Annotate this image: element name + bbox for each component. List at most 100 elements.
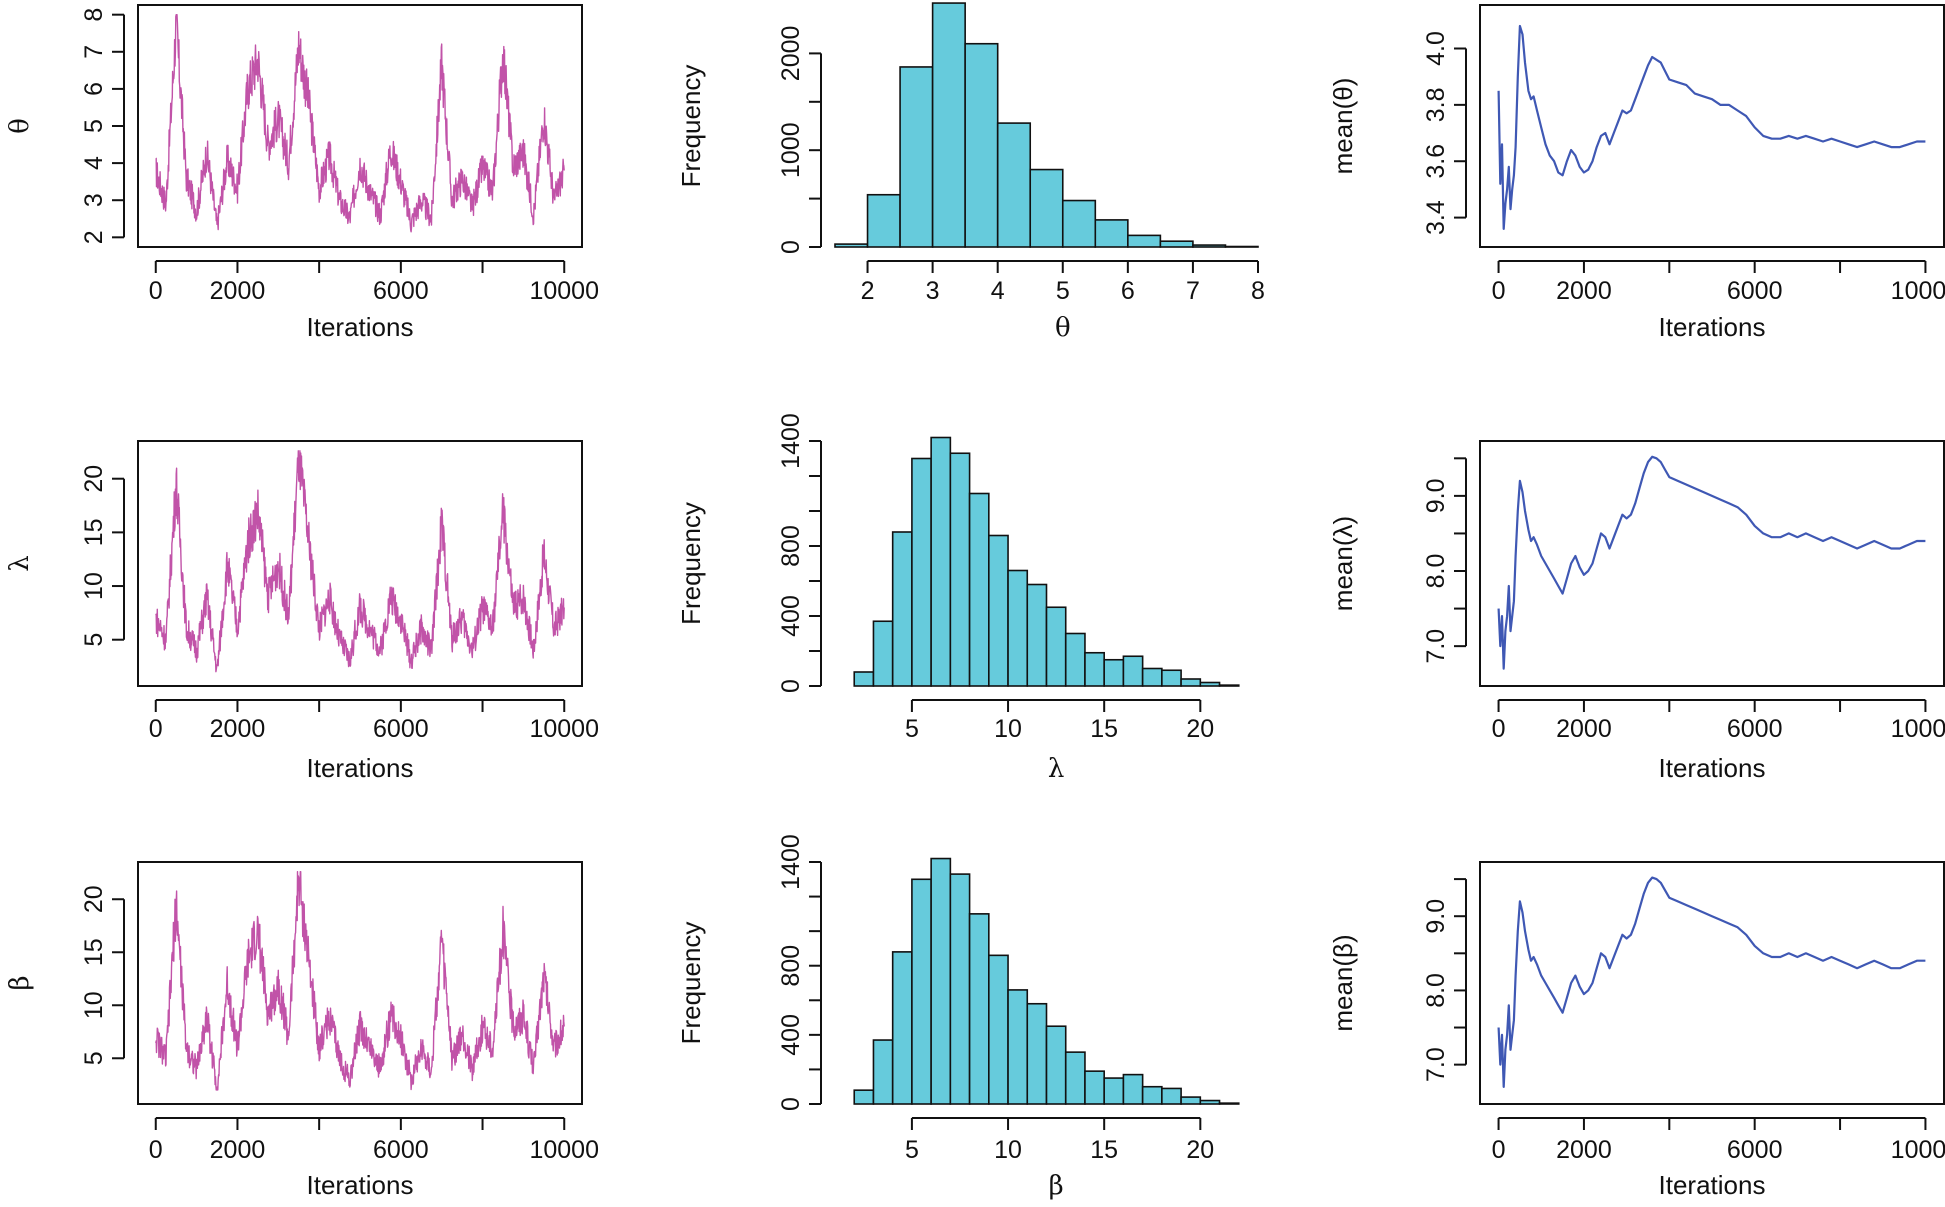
hist-lambda-bar [1180, 678, 1202, 687]
mean-lambda-y-tick-label: 8.0 [1422, 554, 1450, 589]
mean-theta-y-tick-label: 3.4 [1422, 200, 1450, 235]
mean-lambda-y-axis-title: mean(λ) [1328, 516, 1358, 611]
trace-theta-y-tick-label: 6 [80, 82, 108, 96]
hist-lambda-bar [968, 492, 990, 687]
hist-theta-bar [1192, 244, 1227, 248]
mean-theta-y-tick-label: 4.0 [1422, 31, 1450, 66]
hist-theta-bar [1159, 240, 1194, 248]
hist-theta-x-tick-label: 7 [1186, 277, 1200, 305]
trace-lambda-y-tick-label: 20 [80, 465, 108, 493]
trace-theta-y-axis-title: θ [5, 118, 35, 134]
trace-beta-x-tick-label: 10000 [529, 1136, 599, 1164]
hist-lambda-bar [1199, 681, 1221, 687]
mean-theta-frame [1479, 4, 1945, 248]
trace-beta-panel: 0 2000 6000 10000 5 10 15 20 Iterations β [5, 861, 599, 1200]
hist-beta-bar [1218, 1102, 1240, 1105]
mean-theta-x-tick-label: 10000 [1891, 277, 1945, 305]
hist-lambda-x-tick-label: 10 [994, 715, 1022, 743]
hist-lambda-bar [1161, 669, 1182, 687]
hist-beta-bar [872, 1039, 894, 1105]
mean-beta-x-tick-label: 6000 [1727, 1136, 1783, 1164]
trace-theta-x-tick-label: 6000 [373, 277, 429, 305]
mean-theta-series-line [1497, 24, 1926, 230]
mean-lambda-series-line [1497, 455, 1926, 670]
mean-lambda-y-tick-label: 7.0 [1422, 629, 1450, 664]
hist-lambda-bar [988, 534, 1009, 687]
hist-beta-bar [1180, 1096, 1202, 1105]
hist-beta-y-tick-label: 400 [777, 1014, 805, 1056]
mean-beta-x-tick-label: 0 [1492, 1136, 1506, 1164]
hist-theta-bar [931, 2, 966, 248]
mean-beta-panel: 0 2000 6000 10000 7.0 8.0 9.0 Iterations mean(β) [1328, 861, 1945, 1200]
mean-beta-y-tick-label: 7.0 [1422, 1047, 1450, 1082]
hist-beta-bar [988, 954, 1009, 1105]
hist-beta-bar [853, 1089, 875, 1105]
mean-theta-y-axis-title: mean(θ) [1328, 78, 1358, 175]
trace-lambda-y-tick-label: 15 [80, 518, 108, 546]
trace-theta-y-tick-label: 8 [80, 8, 108, 22]
hist-theta-bar [1224, 245, 1259, 248]
trace-beta-y-tick-label: 20 [80, 885, 108, 913]
trace-lambda-y-tick-label: 10 [80, 572, 108, 600]
hist-theta-panel: 2 3 4 5 6 7 8 0 1000 2000 θ Frequency [676, 2, 1265, 343]
hist-theta-y-tick-label: 1000 [777, 122, 805, 178]
hist-theta-x-tick-label: 6 [1121, 277, 1135, 305]
hist-lambda-y-tick-label: 1400 [777, 413, 805, 469]
hist-theta-bar [1127, 234, 1162, 248]
hist-beta-bar [968, 913, 990, 1105]
trace-lambda-x-tick-label: 6000 [373, 715, 429, 743]
trace-theta-x-axis-title: Iterations [307, 312, 414, 342]
hist-lambda-bar [1045, 606, 1067, 687]
mean-lambda-x-tick-label: 6000 [1727, 715, 1783, 743]
trace-theta-x-tick-label: 10000 [529, 277, 599, 305]
hist-beta-y-tick-label: 1400 [777, 834, 805, 890]
hist-lambda-bar [853, 671, 875, 687]
mean-lambda-y-tick-label: 9.0 [1422, 478, 1450, 513]
trace-theta-series-line [155, 14, 565, 233]
trace-theta-y-tick-label: 2 [80, 230, 108, 244]
hist-beta-y-tick-label: 800 [777, 945, 805, 987]
trace-lambda-y-tick-label: 5 [80, 633, 108, 647]
hist-theta-x-tick-label: 4 [991, 277, 1005, 305]
mean-theta-x-tick-label: 0 [1492, 277, 1506, 305]
hist-beta-x-tick-label: 5 [905, 1136, 919, 1164]
trace-theta-x-tick-label: 0 [149, 277, 163, 305]
hist-lambda-x-axis-title: λ [1048, 754, 1064, 784]
hist-theta-bar [866, 193, 901, 248]
mean-theta-panel: 0 2000 6000 10000 3.4 3.6 3.8 4.0 Iterations mean… [1328, 4, 1945, 342]
mean-lambda-x-tick-label: 2000 [1556, 715, 1612, 743]
hist-theta-bar [1061, 199, 1097, 248]
trace-beta-y-axis-title: β [5, 975, 35, 990]
hist-beta-y-axis-title: Frequency [676, 922, 706, 1045]
hist-beta-bar [1122, 1073, 1144, 1105]
hist-lambda-bar [1026, 583, 1048, 687]
hist-lambda-bar [1218, 684, 1240, 687]
hist-lambda-bar [930, 436, 952, 687]
hist-lambda-bar [1064, 632, 1086, 687]
hist-beta-bar [891, 951, 913, 1105]
mean-theta-y-tick-label: 3.8 [1422, 87, 1450, 122]
hist-lambda-bar [1084, 651, 1105, 687]
trace-beta-x-tick-label: 0 [149, 1136, 163, 1164]
hist-lambda-bar [872, 620, 894, 687]
mean-beta-y-tick-label: 8.0 [1422, 973, 1450, 1008]
hist-lambda-bar [891, 531, 913, 687]
trace-lambda-x-tick-label: 0 [149, 715, 163, 743]
hist-theta-bar [996, 122, 1032, 248]
trace-lambda-x-tick-label: 10000 [529, 715, 599, 743]
trace-lambda-x-tick-label: 2000 [210, 715, 266, 743]
trace-lambda-y-axis-title: λ [5, 555, 35, 571]
hist-lambda-x-tick-label: 20 [1186, 715, 1214, 743]
hist-beta-bar [1045, 1025, 1067, 1105]
mean-lambda-x-axis-title: Iterations [1659, 753, 1766, 783]
hist-theta-y-axis-title: Frequency [676, 65, 706, 188]
trace-beta-frame [137, 861, 583, 1105]
mean-theta-x-tick-label: 2000 [1556, 277, 1612, 305]
trace-lambda-series-line [155, 450, 565, 673]
hist-lambda-y-tick-label: 400 [777, 595, 805, 637]
mean-theta-y-tick-label: 3.6 [1422, 144, 1450, 179]
trace-theta-frame [137, 4, 583, 248]
hist-lambda-bar [1007, 569, 1029, 687]
hist-beta-y-tick-label: 0 [777, 1097, 805, 1111]
mean-theta-x-axis-title: Iterations [1659, 312, 1766, 342]
